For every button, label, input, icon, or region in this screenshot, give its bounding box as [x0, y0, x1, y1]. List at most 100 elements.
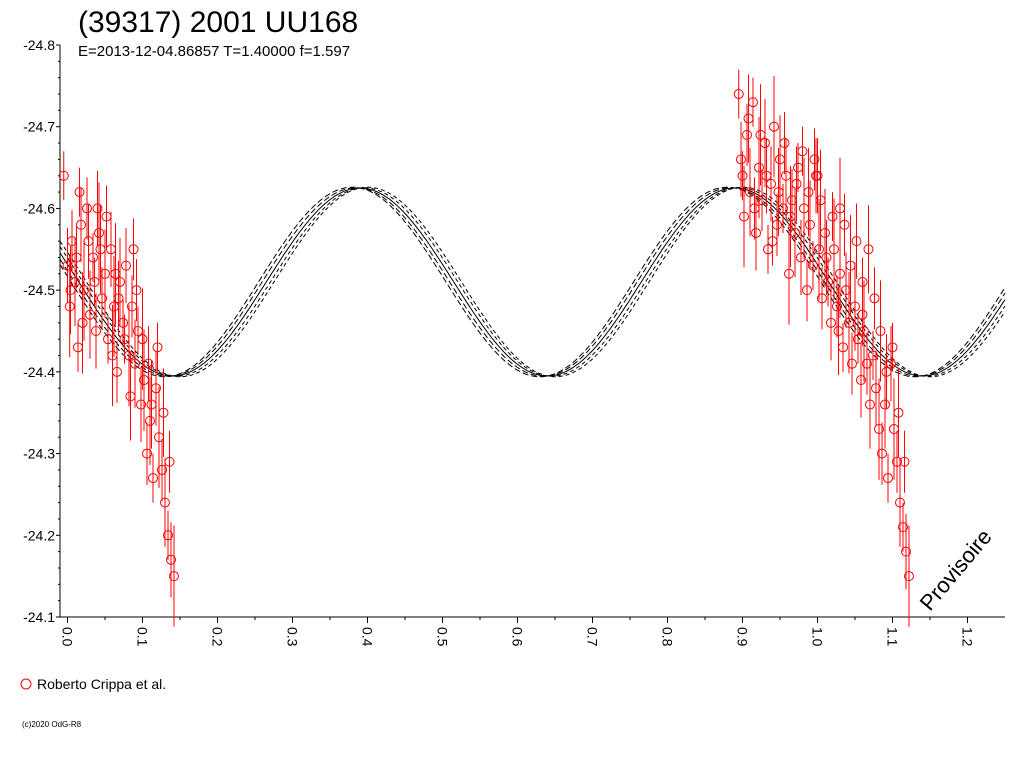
data-point [71, 252, 82, 263]
data-point [157, 464, 167, 475]
data-point [868, 350, 878, 361]
data-point [823, 276, 833, 287]
data-point [805, 219, 815, 230]
data-point [802, 285, 812, 296]
data-point [125, 391, 136, 402]
x-tick-label: 0.7 [585, 627, 601, 647]
model-curves [59, 186, 1006, 378]
data-point [85, 309, 95, 320]
data-point [82, 203, 92, 214]
data-point [769, 121, 779, 132]
x-tick-label: 0.0 [60, 627, 76, 647]
data-point [835, 268, 845, 279]
data-point [826, 317, 836, 328]
data-point [128, 244, 139, 255]
data-point [107, 350, 118, 361]
data-point [749, 203, 760, 214]
data-point [835, 203, 845, 214]
data-point [871, 383, 881, 394]
data-point [785, 211, 796, 222]
x-tick-label: 0.6 [510, 627, 526, 647]
x-tick-label: 0.3 [285, 627, 301, 647]
x-tick-label: 0.2 [210, 627, 226, 647]
data-point [110, 268, 121, 279]
y-tick-label: -24.1 [23, 609, 55, 625]
model-curve [59, 186, 1006, 378]
data-point [779, 138, 790, 149]
data-point [152, 342, 163, 353]
data-point [143, 358, 154, 369]
data-point [791, 178, 802, 189]
data-point [808, 260, 818, 271]
data-point [803, 187, 814, 198]
legend-label: Roberto Crippa et al. [37, 676, 166, 692]
axes: -24.8 -24.7 -24.6 -24.5 -24.4 -24.3 -24.2 -24.1… [23, 37, 1005, 647]
data-point [733, 89, 744, 100]
data-point [887, 342, 898, 353]
data-point [845, 260, 856, 271]
data-point [736, 154, 746, 165]
data-point [829, 244, 839, 255]
data-point [862, 358, 872, 369]
data-point [97, 293, 107, 304]
data-point [77, 317, 88, 328]
data-point [856, 375, 866, 386]
data-point [136, 399, 146, 410]
data-point [812, 170, 823, 181]
data-point [164, 456, 175, 467]
data-point [895, 497, 905, 508]
x-tick-label: 1.0 [810, 627, 826, 647]
data-point [833, 326, 844, 336]
data-point [737, 170, 748, 181]
data-point [113, 293, 124, 304]
data-point [160, 497, 170, 508]
data-point [76, 219, 86, 230]
x-tick-label: 1.2 [960, 627, 976, 647]
data-point [773, 187, 784, 198]
data-point [784, 268, 794, 279]
data-point [821, 252, 832, 263]
data-point [880, 399, 890, 410]
x-tick-label: 0.8 [660, 627, 676, 647]
data-point [851, 236, 862, 247]
data-point [877, 448, 887, 459]
data-point [847, 358, 857, 369]
data-point [742, 129, 752, 140]
data-point [865, 399, 875, 410]
data-point [58, 170, 69, 181]
data-point [94, 227, 104, 238]
data-point [844, 317, 854, 328]
data-point [64, 301, 75, 312]
data-point [158, 407, 169, 418]
data-point [743, 113, 754, 124]
model-curve [59, 186, 1006, 378]
data-point [869, 293, 880, 304]
data-point [145, 415, 155, 426]
data-point [101, 211, 112, 222]
data-point [83, 236, 94, 247]
data-point [755, 129, 766, 140]
y-tick-label: -24.7 [23, 119, 55, 135]
x-tick-label: 0.4 [360, 627, 376, 647]
legend-marker-icon [20, 678, 32, 690]
data-point [761, 170, 772, 181]
data-point [95, 244, 106, 255]
data-point [91, 326, 101, 336]
data-point [883, 473, 893, 484]
data-point [739, 211, 749, 222]
data-point [796, 252, 806, 263]
data-point [898, 522, 908, 533]
data-point [74, 187, 85, 198]
data-point [875, 326, 886, 336]
x-tick-label: 0.1 [135, 627, 151, 647]
data-point [857, 309, 868, 320]
model-curve [59, 187, 1006, 377]
data-point [751, 227, 761, 238]
data-point [904, 571, 914, 582]
y-tick-label: -24.8 [23, 37, 55, 53]
data-point [814, 244, 824, 255]
data-point [121, 260, 131, 271]
data-point [65, 285, 76, 296]
data-point [874, 424, 884, 435]
